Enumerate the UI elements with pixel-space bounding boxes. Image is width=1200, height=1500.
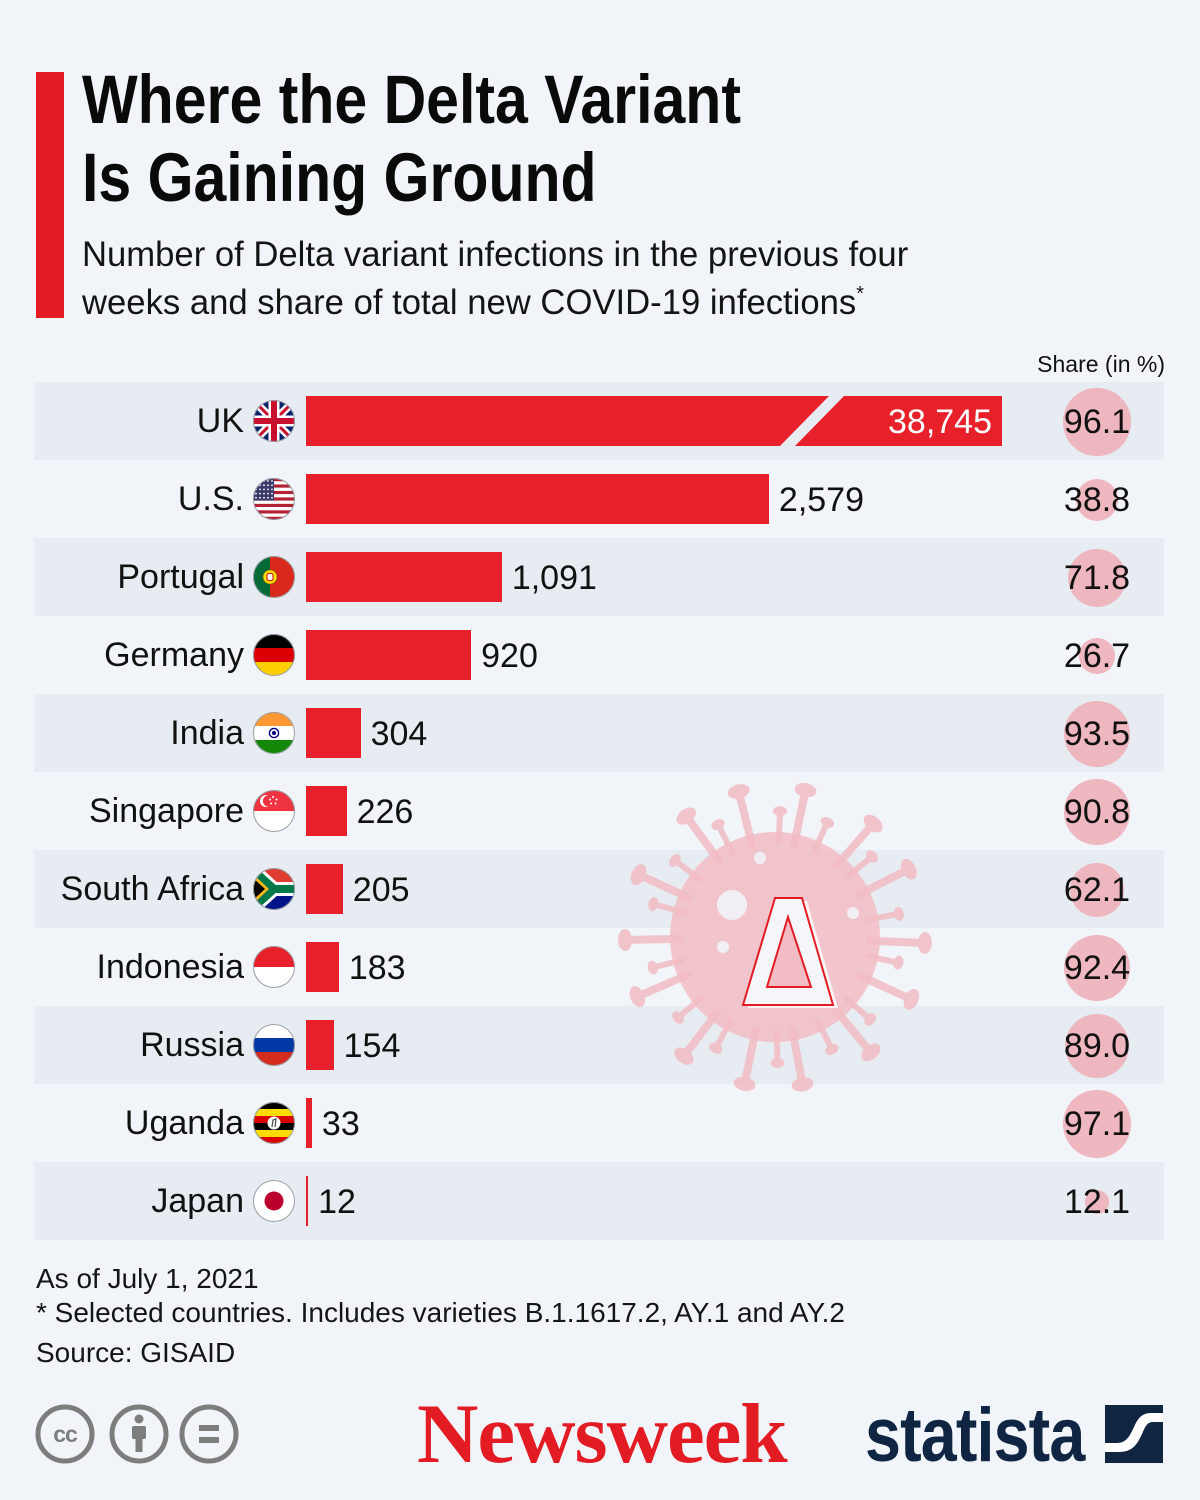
row-background	[34, 850, 1164, 928]
virus-spike-knob	[629, 986, 646, 1008]
row-background	[34, 382, 1164, 460]
virus-spike-knob	[903, 988, 920, 1010]
newsweek-logo[interactable]: Newsweek	[417, 1387, 788, 1481]
virus-spike-knob	[773, 806, 788, 817]
statista-logo[interactable]: statista	[865, 1393, 1085, 1478]
statista-mark-icon	[1105, 1405, 1163, 1463]
chart-subtitle-line-2: weeks and share of total new COVID-19 in…	[82, 284, 864, 320]
virus-hole	[847, 907, 859, 919]
row-background	[34, 1084, 1164, 1162]
title-accent-bar	[36, 72, 64, 318]
virus-spike-knob	[674, 1047, 694, 1065]
virus-spike-knob	[648, 897, 659, 911]
virus-spike-knob	[900, 858, 917, 880]
row-background	[34, 772, 1164, 850]
row-background	[34, 460, 1164, 538]
virus-spike-knob	[861, 1043, 881, 1062]
row-background	[34, 616, 1164, 694]
virus-spike-knob	[669, 854, 681, 867]
virus-spike-knob	[791, 1077, 814, 1092]
footnote-mark: *	[856, 283, 864, 305]
virus-spike-knob	[893, 906, 904, 921]
virus-spike-knob	[727, 784, 750, 799]
virus-spike-knob	[647, 960, 658, 975]
virus-hole	[754, 852, 766, 864]
delta-symbol-inner	[765, 913, 813, 988]
chart-subtitle-line-1: Number of Delta variant infections in th…	[82, 235, 909, 274]
virus-spike-knob	[630, 864, 647, 886]
virus-spike-knob	[672, 1011, 684, 1024]
virus-spike-knob	[770, 1057, 785, 1068]
chart-title-line-2: Is Gaining Ground	[82, 139, 597, 216]
share-column-header: Share (in %)	[1037, 351, 1165, 377]
virus-spike-knob	[825, 1043, 839, 1055]
virus-delta-icon	[618, 782, 932, 1092]
virus-spike-knob	[618, 929, 633, 951]
virus-spike-knob	[676, 807, 697, 825]
virus-hole	[717, 890, 747, 920]
row-background	[34, 1162, 1164, 1240]
virus-spike-knob	[866, 850, 878, 863]
footnote: * Selected countries. Includes varieties…	[36, 1297, 845, 1328]
no-derivatives-icon[interactable]	[179, 1404, 239, 1464]
row-background	[34, 694, 1164, 772]
row-background	[34, 1006, 1164, 1084]
subtitle-line-2-text: weeks and share of total new COVID-19 in…	[82, 283, 857, 322]
source-note: Source: GISAID	[36, 1337, 236, 1368]
virus-spike-knob	[794, 782, 817, 798]
cc-icon-text: cc	[53, 1421, 78, 1447]
virus-spike-knob	[864, 1013, 877, 1026]
virus-spike-knob	[893, 955, 904, 970]
virus-spike-knob	[709, 1042, 723, 1054]
row-background	[34, 538, 1164, 616]
virus-spike-knob	[711, 819, 725, 831]
cc-icon[interactable]: cc	[35, 1404, 95, 1464]
date-note: As of July 1, 2021	[36, 1263, 259, 1294]
virus-hole	[717, 941, 729, 953]
virus-spike-knob	[863, 814, 883, 833]
row-background	[34, 928, 1164, 1006]
chart-title-line-1: Where the Delta Variant	[82, 61, 741, 138]
attribution-icon[interactable]	[109, 1404, 169, 1464]
virus-spike-knob	[917, 932, 932, 954]
virus-spike-knob	[733, 1076, 756, 1092]
license-icons: cc	[35, 1404, 239, 1464]
virus-spike-knob	[820, 817, 835, 828]
